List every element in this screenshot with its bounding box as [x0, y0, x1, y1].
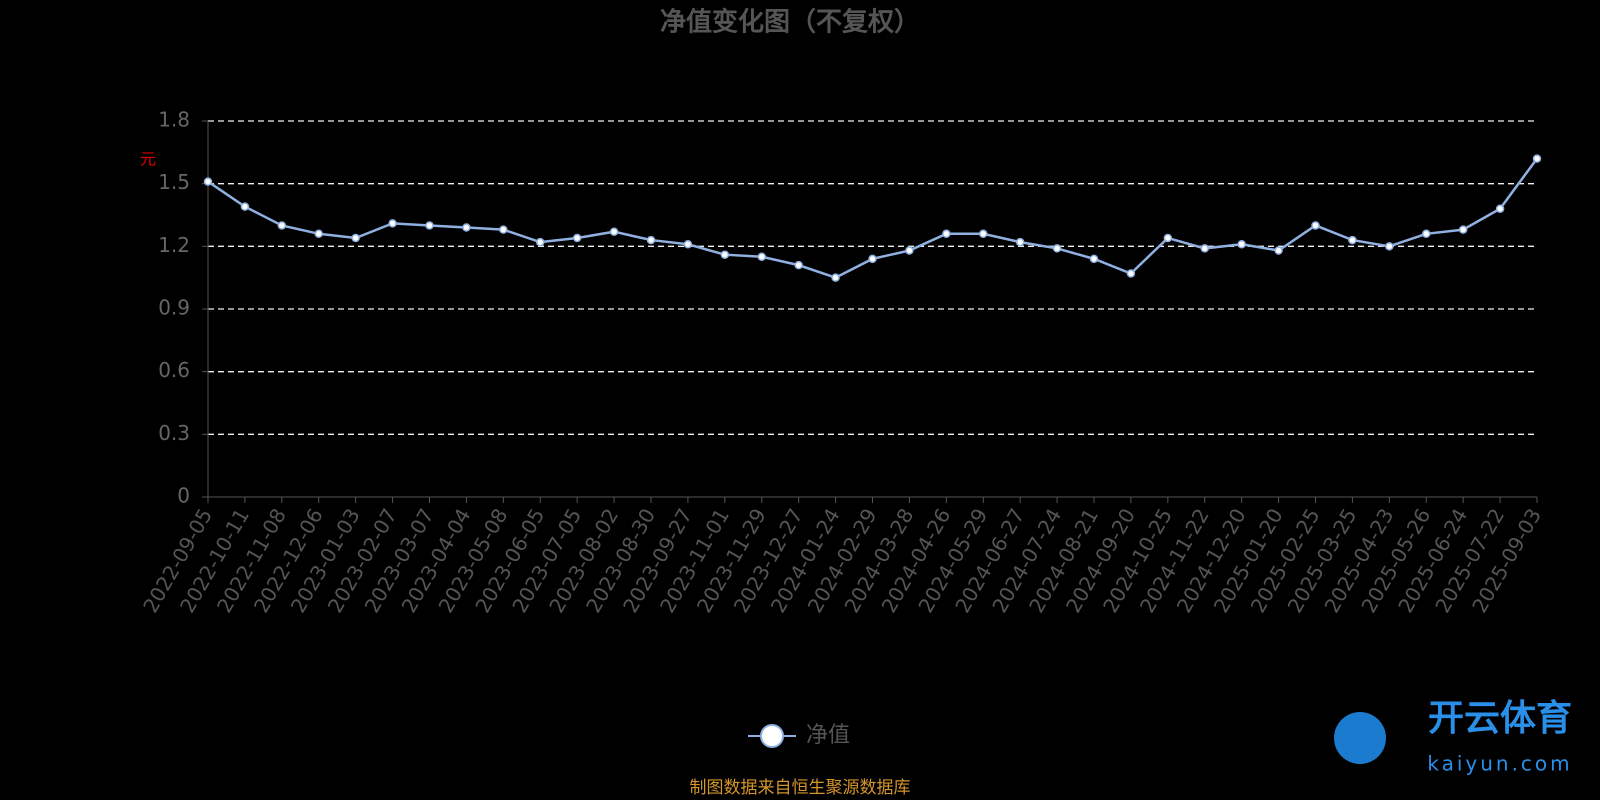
y-tick-label: 1.5 — [158, 170, 190, 194]
point — [203, 177, 213, 186]
point — [905, 246, 914, 255]
point — [1311, 221, 1320, 230]
chart-title: 净值变化图（不复权） — [660, 7, 920, 38]
point — [351, 233, 360, 243]
watermark-url: kaiyun.com — [1427, 752, 1572, 776]
point — [1163, 233, 1173, 243]
point — [462, 223, 471, 232]
y-tick-label: 0 — [177, 484, 190, 508]
watermark: 开云体育 kaiyun.com — [1334, 698, 1572, 776]
point — [1274, 246, 1283, 255]
watermark-name: 开云体育 — [1428, 698, 1572, 739]
point — [868, 254, 877, 264]
point — [794, 260, 803, 270]
point — [831, 273, 840, 282]
point — [388, 219, 397, 228]
y-tick-label: 0.3 — [158, 421, 190, 445]
point — [277, 221, 287, 230]
point — [499, 225, 508, 234]
y-tick-label: 1.2 — [158, 233, 190, 257]
point — [1348, 235, 1357, 245]
y-axis-label: 元 — [140, 150, 156, 169]
point — [609, 227, 619, 236]
point — [536, 237, 545, 247]
point — [757, 252, 766, 262]
point — [1052, 244, 1062, 253]
point — [314, 229, 323, 239]
point — [646, 235, 656, 245]
source-note: 制图数据来自恒生聚源数据库 — [690, 778, 911, 798]
legend-label: 净值 — [806, 723, 850, 748]
point — [572, 233, 582, 243]
point — [1126, 269, 1136, 278]
y-tick-label: 0.6 — [158, 358, 190, 382]
point — [1200, 244, 1209, 253]
point — [979, 229, 988, 239]
point — [1015, 237, 1025, 247]
point — [425, 221, 434, 230]
point — [720, 250, 730, 259]
point — [1532, 154, 1542, 163]
point — [942, 229, 951, 239]
legend-marker — [760, 724, 784, 748]
watermark-logo — [1334, 712, 1386, 764]
point — [683, 239, 693, 249]
point — [1458, 225, 1468, 234]
point — [1237, 239, 1246, 249]
y-tick-label: 0.9 — [158, 296, 190, 320]
point — [1422, 229, 1431, 239]
y-tick-label: 1.8 — [158, 108, 190, 132]
point — [1495, 204, 1505, 213]
point — [240, 202, 250, 211]
point — [1385, 242, 1394, 251]
point — [1089, 254, 1099, 264]
